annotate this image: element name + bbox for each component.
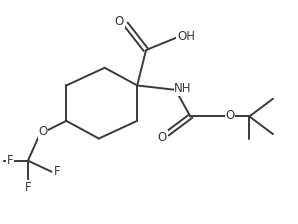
Text: NH: NH (174, 82, 192, 95)
Text: F: F (54, 165, 61, 178)
Text: F: F (25, 181, 31, 194)
Text: O: O (38, 125, 47, 138)
Text: O: O (226, 109, 235, 122)
Text: F: F (7, 154, 13, 167)
Text: O: O (115, 15, 124, 28)
Text: O: O (158, 131, 167, 144)
Text: OH: OH (177, 30, 195, 43)
